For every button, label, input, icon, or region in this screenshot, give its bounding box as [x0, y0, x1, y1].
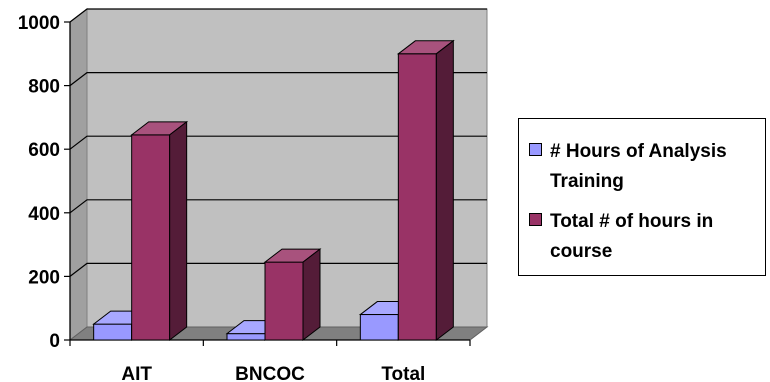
x-category-labels: AIT BNCOC Total	[121, 364, 425, 382]
bar-front	[131, 134, 171, 341]
x-category-label: AIT	[121, 364, 152, 382]
gridline	[69, 199, 487, 214]
y-tick-label: 200	[28, 267, 60, 288]
bar-bncoc-series-2	[263, 248, 322, 342]
gridline	[69, 8, 487, 23]
gridlines	[69, 8, 487, 277]
bar-front	[264, 261, 304, 341]
bar-front	[93, 323, 133, 341]
legend-swatch-analysis-training	[529, 143, 542, 156]
legend-swatch-total-hours	[529, 213, 542, 226]
legend: # Hours of Analysis Training Total # of …	[518, 118, 766, 276]
bar-ait-series-2	[130, 120, 189, 342]
bar-total-series-2	[396, 39, 455, 342]
y-tick-labels: 0 200 400 600 800 1000	[18, 13, 60, 352]
x-category-label: BNCOC	[235, 364, 305, 382]
y-tick-label: 400	[28, 204, 60, 225]
y-tick-label: 800	[28, 77, 60, 98]
gridline	[69, 262, 487, 277]
bar-side	[302, 248, 321, 342]
gridline	[69, 71, 487, 87]
side-wall	[69, 7, 88, 342]
y-tick-label: 0	[49, 331, 60, 352]
bars	[92, 39, 455, 342]
x-category-label: Total	[381, 364, 425, 382]
bar-side	[169, 120, 188, 342]
legend-item-total-hours: Total # of hours in course	[529, 207, 761, 267]
y-tick-label: 1000	[18, 13, 60, 34]
legend-label-analysis-training: # Hours of Analysis Training	[550, 141, 727, 192]
legend-label-total-hours: Total # of hours in course	[550, 211, 714, 262]
bar-front	[397, 53, 437, 341]
y-tick-label: 600	[28, 140, 60, 161]
gridline	[69, 135, 487, 150]
legend-item-analysis-training: # Hours of Analysis Training	[529, 137, 761, 197]
bar-side	[435, 39, 454, 342]
bar-front	[359, 314, 399, 341]
bar-front	[226, 333, 266, 341]
